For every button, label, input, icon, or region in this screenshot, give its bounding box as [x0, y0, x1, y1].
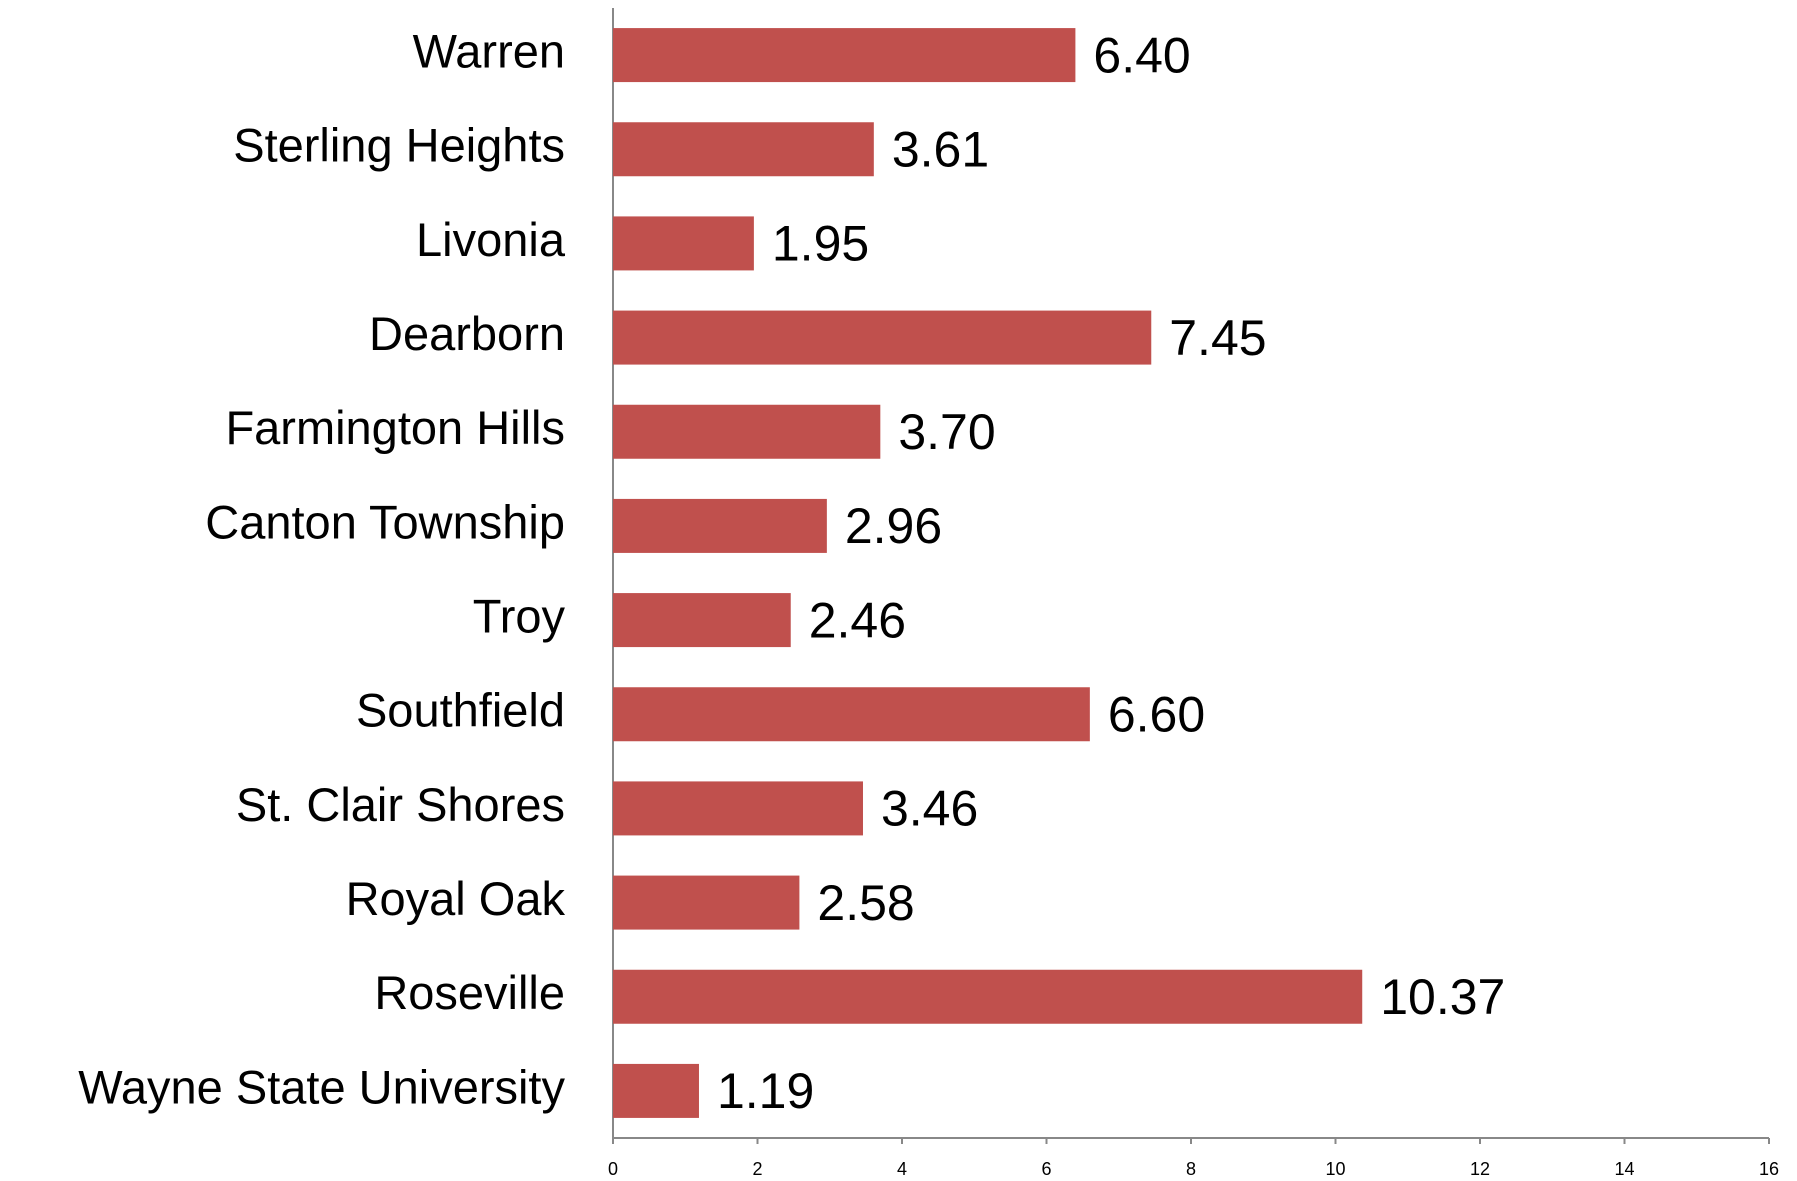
bar: [613, 498, 827, 553]
x-tick-label: 0: [608, 1159, 618, 1179]
x-tick-label: 10: [1325, 1159, 1345, 1179]
x-tick-label: 8: [1186, 1159, 1196, 1179]
x-tick-label: 12: [1470, 1159, 1490, 1179]
bar: [613, 781, 863, 836]
value-label: 6.60: [1108, 686, 1205, 742]
value-label: 7.45: [1169, 310, 1266, 366]
bar: [613, 28, 1076, 83]
y-tick-label: Royal Oak: [346, 872, 566, 925]
bar: [613, 122, 874, 177]
bar: [613, 404, 881, 459]
y-tick-label: St. Clair Shores: [236, 778, 565, 831]
value-label: 2.58: [817, 875, 914, 931]
value-label: 2.96: [845, 498, 942, 554]
value-label: 2.46: [809, 592, 906, 648]
x-tick-label: 14: [1614, 1159, 1634, 1179]
y-tick-label: Farmington Hills: [225, 401, 565, 454]
y-tick-label: Roseville: [374, 966, 565, 1019]
bar: [613, 875, 800, 930]
y-tick-label: Troy: [473, 590, 566, 643]
x-tick-label: 16: [1759, 1159, 1779, 1179]
value-label: 6.40: [1093, 27, 1190, 83]
y-tick-label: Warren: [413, 25, 565, 78]
value-label: 3.70: [898, 404, 995, 460]
bar: [613, 310, 1152, 365]
value-label: 1.19: [717, 1063, 814, 1119]
value-label: 3.61: [892, 121, 989, 177]
y-tick-label: Sterling Heights: [233, 119, 565, 172]
y-tick-label: Canton Township: [205, 495, 565, 548]
x-tick-label: 6: [1041, 1159, 1051, 1179]
bar: [613, 593, 791, 648]
value-label: 3.46: [881, 781, 978, 837]
y-tick-label: Dearborn: [369, 307, 565, 360]
bar: [613, 687, 1090, 742]
value-label: 1.95: [772, 216, 869, 272]
y-tick-label: Wayne State University: [78, 1060, 565, 1113]
y-tick-label: Livonia: [416, 213, 566, 266]
x-tick-label: 4: [897, 1159, 907, 1179]
value-label: 10.37: [1380, 969, 1505, 1025]
bar: [613, 1063, 699, 1118]
y-tick-label: Southfield: [356, 684, 565, 737]
x-tick-label: 2: [752, 1159, 762, 1179]
bar: [613, 969, 1363, 1024]
bar: [613, 216, 754, 271]
